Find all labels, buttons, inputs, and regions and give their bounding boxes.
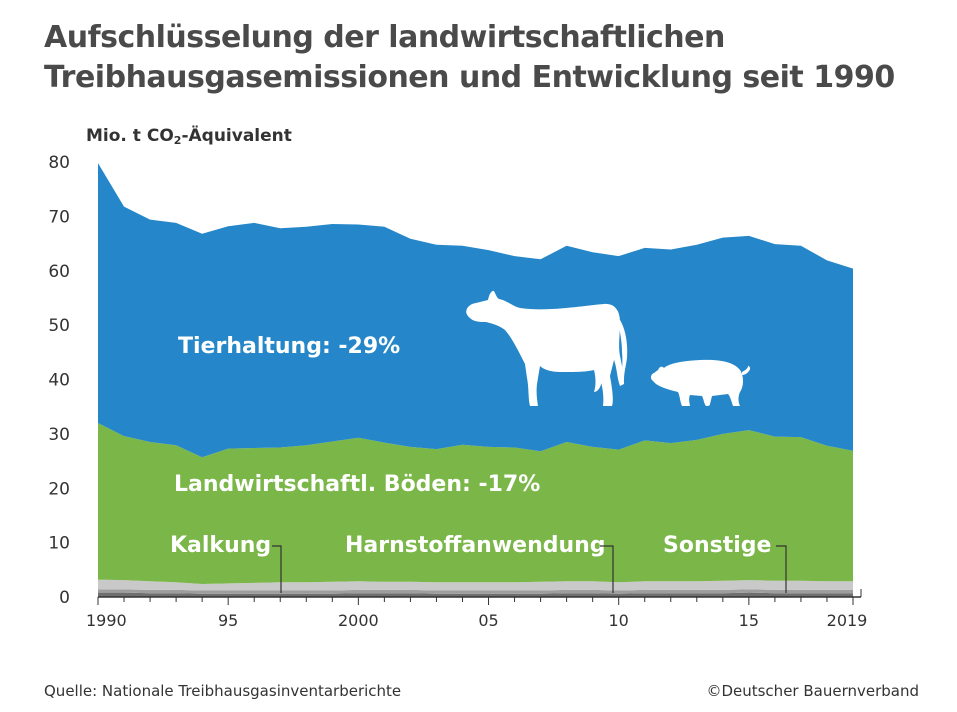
leader-line-kalkung: [272, 545, 282, 593]
chart-axes: 0 10 20 30 40 50 60 70 80 1990 95 2000 05 10 15 2019: [48, 153, 867, 630]
x-tick-label: 2019: [827, 611, 868, 630]
y-tick-label: 60: [48, 262, 70, 282]
label-boeden: Landwirtschaftl. Böden: -17%: [174, 472, 540, 497]
y-tick-label: 10: [48, 534, 70, 554]
y-tick-label: 0: [59, 588, 70, 608]
label-sonstige: Sonstige: [663, 533, 771, 558]
area-harnstoff: [98, 589, 853, 594]
x-tick-label: 95: [218, 611, 238, 630]
x-tick-label: 05: [478, 611, 498, 630]
unit-suffix: -Äquivalent: [181, 126, 292, 146]
x-tick-label: 15: [739, 611, 759, 630]
x-tick-label: 1990: [86, 611, 127, 630]
chart-title-line-1: Aufschlüsselung der landwirtschaftlichen: [44, 20, 725, 55]
unit-prefix: Mio. t CO: [86, 126, 174, 146]
area-boeden: [98, 423, 853, 584]
y-tick-label: 50: [48, 316, 70, 336]
source-note: Quelle: Nationale Treibhausgasinventarbe…: [44, 682, 402, 700]
label-harnstoff: Harnstoffanwendung: [345, 533, 606, 558]
unit-subscript: 2: [173, 134, 182, 147]
series-labels: Tierhaltung: -29% Landwirtschaftl. Böden:…: [170, 334, 787, 593]
y-tick-label: 70: [48, 207, 70, 227]
chart-title-line-2: Treibhausgasemissionen und Entwicklung s…: [44, 60, 895, 95]
y-tick-label: 80: [48, 153, 70, 173]
y-tick-label: 30: [48, 425, 70, 445]
chart-title: Aufschlüsselung der landwirtschaftlichen…: [44, 18, 944, 98]
copyright-note: ©Deutscher Bauernverband: [706, 682, 919, 700]
y-tick-label: 40: [48, 371, 70, 391]
leader-line-harnstoff: [600, 545, 614, 593]
x-tick-label: 10: [609, 611, 629, 630]
pig-icon: [650, 359, 751, 406]
label-kalkung: Kalkung: [170, 533, 271, 558]
label-tierhaltung: Tierhaltung: -29%: [178, 334, 400, 359]
area-kalkung: [98, 592, 853, 597]
area-sonstige: [98, 579, 853, 591]
cow-icon: [466, 290, 628, 406]
x-tick-label: 2000: [338, 611, 379, 630]
leader-line-sonstige: [776, 545, 787, 593]
y-tick-label: 20: [48, 479, 70, 499]
y-axis-unit-label: Mio. t CO2-Äquivalent: [86, 126, 292, 147]
